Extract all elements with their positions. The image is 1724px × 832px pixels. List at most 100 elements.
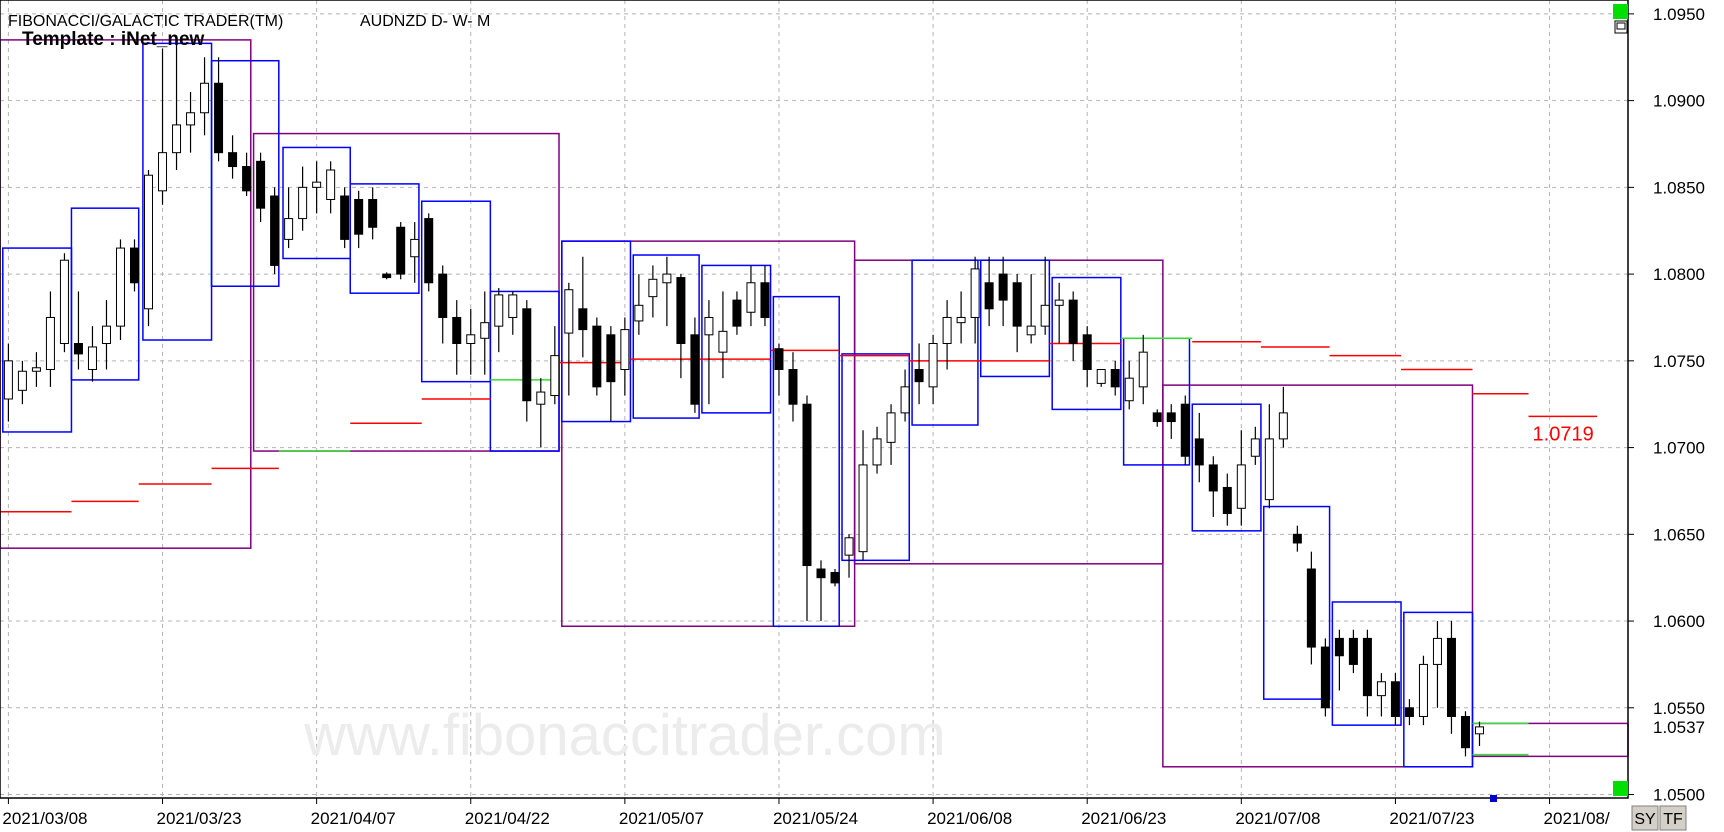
- corner-button[interactable]: [1614, 20, 1628, 34]
- corner-button[interactable]: [1613, 4, 1628, 19]
- candle-body: [858, 464, 868, 553]
- weekly-range-box: [1262, 505, 1331, 700]
- y-tick-label: 1.0500: [1653, 786, 1705, 805]
- weekly-range-box: [349, 183, 420, 294]
- template-label: Template : iNet_new: [22, 29, 205, 50]
- candle-body: [396, 226, 406, 275]
- candle-body: [1432, 637, 1442, 665]
- candle-body: [340, 195, 350, 240]
- candle-body: [1180, 403, 1190, 457]
- candle-body: [634, 304, 644, 322]
- y-tick-label: 1.0650: [1653, 525, 1705, 544]
- candle-body: [101, 325, 111, 344]
- candle-body: [87, 346, 97, 371]
- level-label: 1.0719: [1533, 423, 1594, 445]
- x-tick-label: 2021/08/: [1544, 809, 1610, 828]
- candle-body: [59, 259, 69, 344]
- candle-body: [129, 247, 139, 284]
- candle-body: [592, 325, 602, 388]
- toolbar-button[interactable]: [1631, 805, 1659, 831]
- toolbar-button-label: SY: [1634, 811, 1656, 828]
- candle-body: [326, 169, 336, 201]
- plot-area: [0, 0, 1629, 798]
- candle-body: [45, 316, 55, 371]
- candle-body: [17, 370, 27, 391]
- candle-body: [1012, 282, 1022, 327]
- weekly-range-box: [70, 207, 140, 381]
- candle-body: [942, 316, 952, 344]
- candle-body: [1376, 681, 1386, 697]
- candle-body: [928, 342, 938, 388]
- candle-body: [732, 299, 742, 327]
- candle-body: [1194, 438, 1204, 466]
- candle-body: [115, 247, 125, 327]
- candle-body: [606, 334, 616, 383]
- candle-body: [900, 386, 910, 414]
- candle-body: [1362, 637, 1372, 697]
- candle-body: [746, 282, 756, 313]
- weekly-range-box: [1403, 611, 1474, 768]
- corner-button[interactable]: [1613, 781, 1628, 796]
- candle-body: [1250, 438, 1260, 457]
- candle-body: [1446, 637, 1456, 717]
- candle-body: [410, 238, 420, 258]
- candle-body: [1082, 334, 1092, 371]
- candle-body: [312, 181, 322, 188]
- candle-body: [1040, 304, 1050, 327]
- candle-body: [690, 334, 700, 405]
- candle-body: [816, 568, 826, 579]
- candle-body: [522, 308, 532, 402]
- y-tick-label: 1.0900: [1653, 92, 1705, 111]
- x-tick-label: 2021/05/24: [773, 809, 858, 828]
- candle-body: [368, 199, 378, 228]
- candle-body: [298, 186, 308, 220]
- y-tick-label: 1.0600: [1653, 612, 1705, 631]
- x-tick-label: 2021/03/23: [157, 809, 242, 828]
- x-tick-label: 2021/06/08: [927, 809, 1012, 828]
- monthly-range-box: [0, 39, 252, 549]
- candle-body: [186, 112, 196, 126]
- y-tick-label: 1.0950: [1653, 5, 1705, 24]
- candle-body: [550, 355, 560, 397]
- y-tick-label: 1.0700: [1653, 439, 1705, 458]
- price-label: 1.0537: [1653, 718, 1705, 737]
- candle-body: [1390, 681, 1400, 717]
- monthly-range-box: [1162, 384, 1474, 768]
- weekly-range-box: [701, 264, 772, 414]
- candle-body: [214, 82, 224, 154]
- candle-body: [466, 334, 476, 344]
- candle-body: [886, 412, 896, 443]
- candle-body: [760, 282, 770, 318]
- y-tick-label: 1.0750: [1653, 352, 1705, 371]
- candle-body: [1138, 351, 1148, 388]
- weekly-range-box: [561, 240, 632, 423]
- candle-body: [494, 294, 504, 327]
- candle-body: [1418, 663, 1428, 717]
- candle-body: [228, 152, 238, 168]
- candle-body: [662, 273, 672, 284]
- candle-body: [270, 195, 280, 266]
- candle-body: [970, 268, 980, 318]
- candle-body: [536, 391, 546, 405]
- x-tick-label: 2021/06/23: [1081, 809, 1166, 828]
- candle-body: [830, 571, 840, 584]
- candle-body: [1222, 486, 1232, 514]
- candle-body: [620, 329, 630, 371]
- y-tick-label: 1.0550: [1653, 699, 1705, 718]
- candle-body: [354, 199, 364, 235]
- candle-body: [256, 160, 266, 209]
- candle-body: [648, 278, 658, 298]
- toolbar-button[interactable]: [1659, 805, 1687, 831]
- candle-body: [438, 273, 448, 318]
- candle-body: [1264, 438, 1274, 501]
- watermark: www.fibonaccitrader.com: [303, 703, 945, 768]
- candle-body: [1460, 715, 1470, 749]
- candle-body: [31, 367, 41, 372]
- y-tick-label: 1.0800: [1653, 265, 1705, 284]
- x-tick-label: 2021/04/22: [465, 809, 550, 828]
- chart-title: FIBONACCI/GALACTIC TRADER(TM): [8, 13, 283, 30]
- candle-body: [1124, 377, 1134, 402]
- weekly-range-box: [841, 353, 911, 562]
